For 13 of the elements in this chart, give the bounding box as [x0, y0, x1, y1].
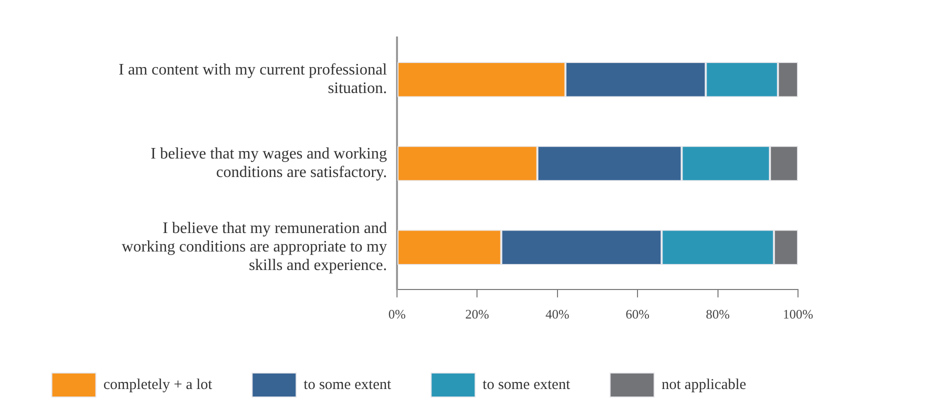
legend-label: to some extent	[482, 376, 571, 393]
x-tick-label: 40%	[545, 306, 570, 322]
x-tick-label: 0%	[388, 306, 406, 322]
y-tick-label: I am content with my current professional situation.	[118, 62, 388, 97]
legend-label: to some extent	[304, 376, 392, 393]
x-tick-label: 80%	[706, 306, 730, 322]
x-tick-label: 60%	[626, 306, 650, 322]
x-tick-label: 20%	[465, 306, 490, 322]
y-tick-label: I believe that my remuneration and working conditions are appropriate to my skills and experience.	[122, 220, 387, 274]
legend-label: completely + a lot	[103, 376, 213, 393]
x-tick-label: 100%	[782, 306, 814, 322]
y-tick-label: I believe that my wages and working conditions are satisfactory.	[150, 146, 387, 181]
legend-label: not applicable	[662, 376, 747, 393]
